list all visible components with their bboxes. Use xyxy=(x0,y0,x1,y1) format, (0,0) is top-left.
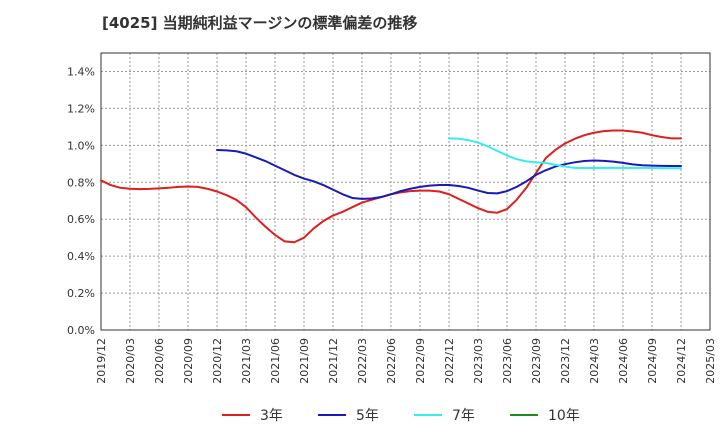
x-tick-label: 2019/12 xyxy=(95,338,108,384)
x-tick-label: 2021/09 xyxy=(298,338,311,384)
series-lines xyxy=(100,129,682,244)
legend: 3年 5年 7年 10年 xyxy=(0,403,720,427)
y-tick-label: 1.0% xyxy=(67,139,95,152)
legend-swatch-3y xyxy=(222,414,250,416)
axes xyxy=(100,52,711,331)
x-tick-labels: 2019/12 2020/03 2020/06 2020/09 2020/12 2021/… xyxy=(95,338,717,384)
x-tick-label: 2023/09 xyxy=(530,338,543,384)
x-tick-label: 2024/09 xyxy=(646,338,659,384)
x-tick-label: 2021/12 xyxy=(327,338,340,384)
y-tick-label: 1.4% xyxy=(67,65,95,78)
legend-swatch-10y xyxy=(510,414,538,416)
y-tick-label: 1.2% xyxy=(67,102,95,115)
x-tick-label: 2024/12 xyxy=(675,338,688,384)
y-tick-labels: 0.0% 0.2% 0.4% 0.6% 0.8% 1.0% 1.2% 1.4% xyxy=(67,65,95,337)
x-tick-label: 2023/03 xyxy=(472,338,485,384)
legend-label-5y: 5年 xyxy=(356,408,379,424)
x-tick-label: 2024/06 xyxy=(617,338,630,384)
x-tick-label: 2022/03 xyxy=(356,338,369,384)
x-tick-label: 2022/09 xyxy=(414,338,427,384)
legend-item-10y: 10年 xyxy=(510,403,580,427)
chart-title: [4025] 当期純利益マージンの標準偏差の推移 xyxy=(102,14,418,32)
series-line-1 xyxy=(216,148,682,200)
series-line-2 xyxy=(448,137,682,170)
y-tick-label: 0.0% xyxy=(67,324,95,337)
legend-swatch-5y xyxy=(318,414,346,416)
legend-label-3y: 3年 xyxy=(260,408,283,424)
x-tick-label: 2021/03 xyxy=(240,338,253,384)
plot-frame xyxy=(100,52,711,331)
legend-label-10y: 10年 xyxy=(548,408,580,424)
x-tick-label: 2024/03 xyxy=(588,338,601,384)
x-tick-label: 2020/06 xyxy=(153,338,166,384)
legend-item-7y: 7年 xyxy=(414,403,475,427)
legend-item-5y: 5年 xyxy=(318,403,379,427)
y-tick-label: 0.8% xyxy=(67,176,95,189)
legend-item-3y: 3年 xyxy=(222,403,283,427)
x-tick-label: 2022/06 xyxy=(385,338,398,384)
x-tick-label: 2023/06 xyxy=(501,338,514,384)
x-tick-label: 2025/03 xyxy=(704,338,717,384)
x-tick-label: 2022/12 xyxy=(443,338,456,384)
y-tick-label: 0.6% xyxy=(67,213,95,226)
x-tick-label: 2021/06 xyxy=(269,338,282,384)
x-tick-label: 2020/09 xyxy=(182,338,195,384)
grid-lines xyxy=(101,53,710,330)
legend-swatch-7y xyxy=(414,414,442,416)
x-tick-label: 2020/12 xyxy=(211,338,224,384)
legend-label-7y: 7年 xyxy=(452,408,475,424)
y-tick-label: 0.2% xyxy=(67,287,95,300)
x-tick-label: 2023/12 xyxy=(559,338,572,384)
y-tick-label: 0.4% xyxy=(67,250,95,263)
x-tick-label: 2020/03 xyxy=(124,338,137,384)
